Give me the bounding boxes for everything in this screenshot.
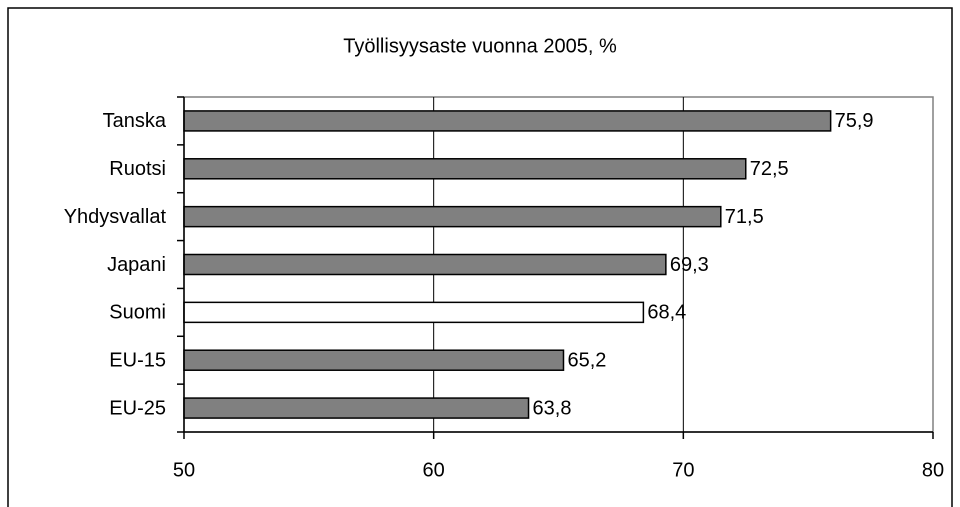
x-tick-label: 80 <box>922 459 944 481</box>
bar <box>183 110 832 132</box>
y-tick-label: Tanska <box>103 110 167 132</box>
y-tick-label: EU-25 <box>109 397 166 419</box>
bar <box>183 397 530 419</box>
chart-title: Työllisyysaste vuonna 2005, % <box>343 35 617 57</box>
y-tick-label: Japani <box>107 254 166 276</box>
value-label: 71,5 <box>725 206 764 228</box>
bar <box>183 349 565 371</box>
x-tick-label: 50 <box>173 459 195 481</box>
value-label: 75,9 <box>835 110 874 132</box>
value-label: 69,3 <box>670 254 709 276</box>
x-tick-label: 60 <box>423 459 445 481</box>
bar <box>183 158 747 180</box>
y-tick-label: EU-15 <box>109 349 166 371</box>
bar <box>183 253 667 276</box>
value-label: 65,2 <box>567 349 606 371</box>
bar <box>183 301 645 324</box>
y-tick-label: Yhdysvallat <box>64 206 167 228</box>
value-label: 68,4 <box>647 302 686 324</box>
x-tick-label: 70 <box>672 459 694 481</box>
y-tick-label: Ruotsi <box>109 158 166 180</box>
bar <box>183 205 722 228</box>
value-label: 72,5 <box>750 158 789 180</box>
value-label: 63,8 <box>533 397 572 419</box>
y-tick-label: Suomi <box>109 302 166 324</box>
